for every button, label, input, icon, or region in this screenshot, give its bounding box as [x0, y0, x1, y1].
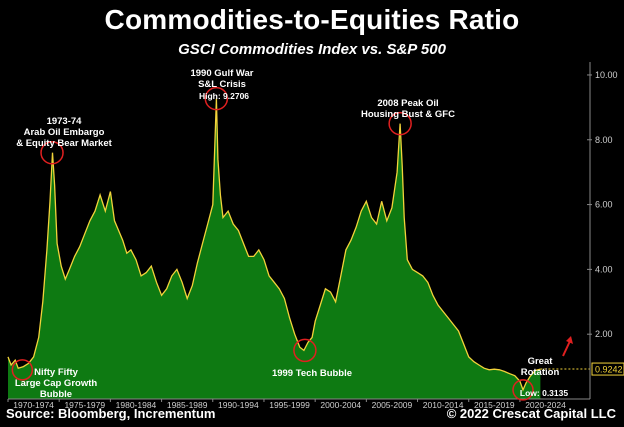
- x-tick-label: 1975-1979: [64, 400, 105, 410]
- copyright-note: © 2022 Crescat Capital LLC: [446, 406, 616, 421]
- y-tick-label: 6.00: [595, 200, 613, 210]
- annotation-label: 1973-74: [47, 116, 83, 127]
- annotation-label: Rotation: [521, 367, 560, 378]
- annotation-label: 1990 Gulf War: [190, 68, 253, 79]
- highlight-circle: [293, 338, 317, 363]
- x-tick-label: 2005-2009: [372, 400, 413, 410]
- area-layer: 0.9242: [7, 98, 624, 399]
- up-arrow-head-icon: [566, 336, 573, 344]
- x-tick-label: 1970-1974: [13, 400, 54, 410]
- annotation-label: Large Cap Growth: [15, 378, 98, 389]
- annotation-label: Bubble: [40, 389, 72, 400]
- x-tick-label: 2000-2004: [320, 400, 361, 410]
- highlight-circle: [11, 359, 34, 381]
- highlight-circle: [40, 140, 64, 165]
- up-arrow-icon: [562, 340, 571, 357]
- x-tick-label: 1990-1994: [218, 400, 259, 410]
- annotation-label: Great: [528, 356, 554, 367]
- annotation-label: 1999 Tech Bubble: [272, 368, 352, 379]
- source-note: Source: Bloomberg, Incrementum: [6, 406, 216, 421]
- highlight-circle: [204, 86, 229, 111]
- highlight-circle: [512, 379, 534, 401]
- x-tick-label: 1995-1999: [269, 400, 310, 410]
- last-value-label: 0.9242: [595, 365, 623, 375]
- annotation-label: & Equity Bear Market: [16, 138, 112, 149]
- x-tick-label: 2010-2014: [423, 400, 464, 410]
- y-tick-label: 8.00: [595, 135, 613, 145]
- annotation-label: High: 9.2706: [199, 91, 249, 101]
- annotation-label: Arab Oil Embargo: [24, 127, 105, 138]
- annotation-label: Low: 0.3135: [520, 388, 568, 398]
- highlight-circle: [388, 111, 412, 136]
- chart-subtitle: GSCI Commodities Index vs. S&P 500: [178, 41, 446, 58]
- y-tick-label: 4.00: [595, 264, 613, 274]
- annotation-label: 2008 Peak Oil: [377, 98, 438, 109]
- axis-layer: 10.00 8.00 6.00 4.00 2.00 1970-1974 1975-1979 1…: [7, 62, 618, 410]
- series-area: [8, 98, 541, 399]
- x-tick-label: 2015-2019: [474, 400, 515, 410]
- annotation-label: S&L Crisis: [198, 79, 246, 90]
- y-tick-label: 2.00: [595, 329, 613, 339]
- series-line: [7, 98, 541, 392]
- x-tick-label: 2020-2024: [525, 400, 566, 410]
- annotation-label: Housing Bust & GFC: [361, 109, 455, 120]
- chart-title: Commodities-to-Equities Ratio: [104, 4, 520, 35]
- annotation-label: Nifty Fifty: [34, 367, 79, 378]
- y-tick-label: 10.00: [595, 70, 618, 80]
- x-tick-label: 1980-1984: [116, 400, 157, 410]
- x-tick-label: 1985-1989: [167, 400, 208, 410]
- last-value-tag: [591, 362, 624, 376]
